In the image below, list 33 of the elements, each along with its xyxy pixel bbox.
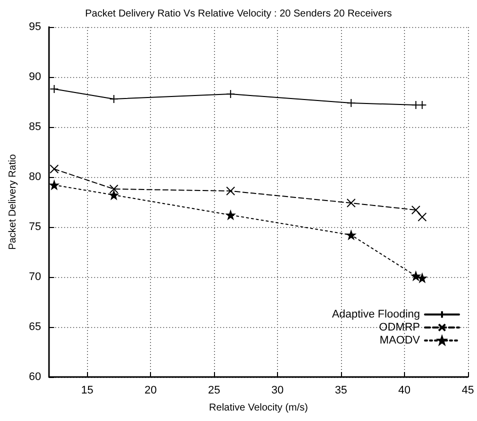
y-tick-label: 80 xyxy=(28,171,42,183)
point xyxy=(346,198,356,208)
x-tick-label: 15 xyxy=(81,384,94,396)
point xyxy=(418,212,427,222)
y-tick-label: 90 xyxy=(28,71,42,83)
legend-label: Adaptive Flooding xyxy=(332,308,420,320)
x-tick-label: 35 xyxy=(334,384,348,396)
point xyxy=(109,184,118,194)
point xyxy=(418,274,427,282)
y-tick-label: 60 xyxy=(28,371,42,383)
point xyxy=(50,164,59,174)
y-tick-label: 85 xyxy=(28,121,42,133)
y-tick-label: 75 xyxy=(28,221,42,233)
x-tick-label: 40 xyxy=(398,384,411,396)
point xyxy=(226,210,236,220)
legend-label: MAODV xyxy=(380,334,421,346)
x-tick-label: 45 xyxy=(462,384,474,396)
point xyxy=(411,206,420,214)
x-axis-title: Relative Velocity (m/s) xyxy=(209,402,308,414)
legend-label: ODMRP xyxy=(379,322,420,334)
y-tick-label: 70 xyxy=(28,271,42,283)
x-tick-label: 25 xyxy=(208,384,220,396)
point xyxy=(411,272,420,280)
x-tick-label: 20 xyxy=(144,384,157,396)
point xyxy=(109,190,118,200)
y-tick-label: 65 xyxy=(28,321,42,333)
y-tick-label: 95 xyxy=(28,21,42,33)
chart-title: Packet Delivery Ratio Vs Relative Velocity : 20 Senders 20 Receivers xyxy=(85,8,392,20)
point xyxy=(346,230,356,240)
point xyxy=(50,180,59,190)
point xyxy=(226,186,236,196)
x-tick-label: 30 xyxy=(271,384,284,396)
y-axis-title: Packet Delivery Ratio xyxy=(8,154,18,250)
